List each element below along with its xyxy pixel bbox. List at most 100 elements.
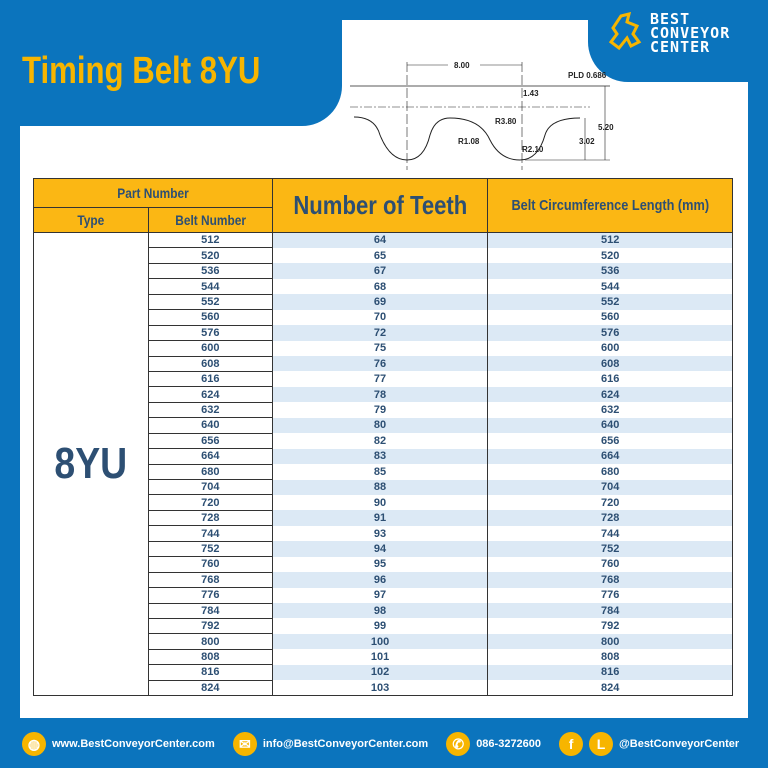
belt-number-cell: 776 [147,587,273,604]
teeth-cell: 101 [271,649,488,665]
length-header: Belt Circumference Length (mm) [487,178,733,233]
belt-number-cell: 792 [147,617,273,635]
belt-number-cell: 544 [147,278,273,295]
table-row: 760 95 760 [34,556,733,573]
length-cell: 728 [487,510,733,526]
table-row: 608 76 608 [34,355,733,372]
teeth-cell: 65 [271,247,488,264]
teeth-cell: 80 [271,417,488,434]
tooth-height-label: 3.02 [579,137,595,146]
table-row: 752 94 752 [34,540,733,558]
belt-number-cell: 768 [147,571,273,589]
phone-icon: ✆ [446,732,471,756]
length-cell: 520 [487,247,733,264]
table-row: 784 98 784 [34,602,733,619]
table-row: 536 67 536 [34,262,733,280]
table-row: 728 91 728 [34,509,733,527]
teeth-cell: 72 [271,325,488,341]
belt-number-cell: 720 [147,494,273,511]
teeth-cell: 98 [271,603,488,619]
length-cell: 640 [487,417,733,434]
length-cell: 792 [487,618,733,634]
part-number-header: Part Number [33,178,273,208]
table-row: 8YU 512 64 512 [33,231,733,697]
table-row: 744 93 744 [34,525,733,542]
table-row: 680 85 680 [34,463,733,481]
teeth-cell: 99 [271,618,488,634]
belt-spec-table: Part Number Number of Teeth Belt Circumf… [33,178,733,697]
logo-banner [588,0,768,82]
belt-number-cell: 760 [147,556,273,573]
footer-contacts: ◍ www.BestConveyorCenter.com ✉ info@Best… [22,730,739,758]
belt-number-cell: 536 [147,262,273,280]
globe-icon: ◍ [22,732,46,756]
belt-number-cell: 600 [147,340,273,357]
length-cell: 752 [487,541,733,557]
email-link[interactable]: info@BestConveyorCenter.com [262,738,429,750]
belt-number-cell: 664 [147,448,273,465]
belt-number-cell: 680 [147,463,273,481]
table-row: 800 100 800 [34,633,733,650]
belt-number-cell: 704 [147,478,273,496]
length-cell: 824 [487,680,733,697]
table-row: 576 72 576 [34,324,733,342]
length-cell: 808 [487,649,733,665]
length-cell: 544 [487,278,733,295]
belt-number-cell: 728 [147,509,273,527]
logo-line-1: BEST [650,10,691,28]
table-row: 768 96 768 [34,571,733,589]
length-cell: 536 [487,263,733,279]
phone-link[interactable]: 086-3272600 [476,738,542,750]
facebook-icon[interactable]: f [559,732,584,756]
height-label: 5.20 [598,123,614,132]
r108-label: R1.08 [458,137,480,146]
table-row: 624 78 624 [34,386,733,403]
length-cell: 784 [487,603,733,619]
website-link[interactable]: www.BestConveyorCenter.com [52,738,215,750]
belt-number-cell: 576 [147,324,273,342]
belt-number-cell: 552 [147,293,273,311]
teeth-cell: 90 [271,494,488,511]
teeth-cell: 78 [271,386,488,403]
r380-label: R3.80 [495,117,517,126]
belt-number-cell: 560 [147,309,273,326]
length-cell: 720 [487,494,733,511]
belt-number-cell: 632 [147,401,273,419]
line-icon[interactable]: L [589,732,614,756]
length-cell: 704 [487,479,733,495]
table-row: 640 80 640 [34,417,733,434]
length-cell: 744 [487,525,733,542]
title-banner [0,0,342,126]
table-row: 816 102 816 [34,664,733,681]
belt-number-cell: 520 [147,247,273,264]
belt-number-cell: 800 [147,633,273,650]
teeth-cell: 79 [271,402,488,418]
table-row: 792 99 792 [34,617,733,635]
teeth-cell: 96 [271,572,488,588]
teeth-cell: 100 [271,633,488,650]
length-cell: 552 [487,294,733,310]
teeth-cell: 82 [271,433,488,449]
belt-number-cell: 640 [147,417,273,434]
belt-number-cell: 824 [147,679,273,697]
page-title: Timing Belt 8YU [22,50,261,92]
table-row: 664 83 664 [34,448,733,465]
table-row: 776 97 776 [34,587,733,604]
length-cell: 624 [487,386,733,403]
table-row: 552 69 552 [34,293,733,311]
social-handle[interactable]: @BestConveyorCenter [619,738,740,750]
type-cell: 8YU [33,231,149,697]
teeth-cell: 97 [271,587,488,603]
belt-number-cell: 784 [147,602,273,619]
table-row: 808 101 808 [34,648,733,666]
logo-text: BEST CONVEYOR CENTER [650,10,730,55]
pld-label: PLD 0.686 [568,71,607,80]
teeth-cell: 83 [271,448,488,465]
length-cell: 576 [487,325,733,341]
table-row: 704 88 704 [34,478,733,496]
length-cell: 560 [487,309,733,326]
belt-number-cell: 608 [147,355,273,372]
table-row: 632 79 632 [34,401,733,419]
teeth-cell: 69 [271,294,488,310]
r210-label: R2.10 [522,145,544,154]
